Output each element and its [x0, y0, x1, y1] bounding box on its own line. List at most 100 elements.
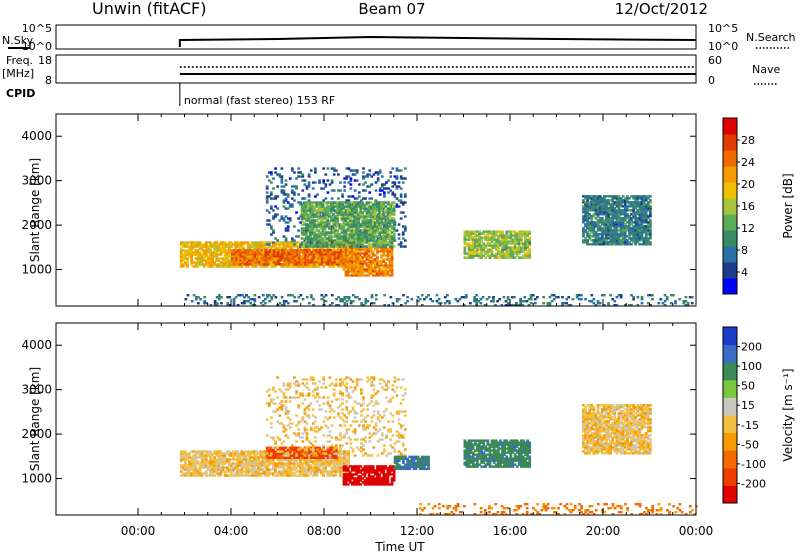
- power-cell: [480, 244, 483, 247]
- power-cell: [636, 233, 640, 236]
- power-cell: [395, 167, 399, 170]
- power-cell: [378, 213, 381, 216]
- power-cell: [350, 233, 354, 236]
- power-cell: [325, 245, 329, 248]
- power-cell: [319, 207, 323, 210]
- power-cell: [634, 207, 638, 210]
- power-cell: [211, 255, 214, 258]
- power-cell: [340, 239, 344, 242]
- power-cell: [463, 246, 467, 249]
- power-cell: [592, 209, 596, 212]
- power-cell: [297, 235, 300, 238]
- power-cell: [609, 199, 612, 202]
- power-cell: [492, 242, 496, 245]
- colorbar-segment: [723, 246, 737, 263]
- power-cell: [332, 229, 335, 232]
- power-cell: [590, 221, 594, 224]
- power-cell: [221, 259, 225, 262]
- power-cell: [501, 248, 504, 251]
- power-cell: [478, 238, 481, 241]
- power-cell: [473, 296, 476, 299]
- power-cell: [313, 223, 316, 226]
- power-cell: [306, 259, 310, 262]
- power-cell: [357, 213, 360, 216]
- power-cell: [357, 237, 360, 240]
- power-cell: [513, 244, 517, 247]
- power-cell: [367, 223, 371, 226]
- velocity-cell: [188, 472, 191, 475]
- power-cell: [242, 243, 246, 246]
- power-cell: [609, 217, 612, 220]
- power-cell: [524, 252, 527, 255]
- power-cell: [582, 195, 585, 198]
- power-cell: [386, 229, 390, 232]
- power-cell: [327, 233, 331, 236]
- power-cell: [297, 263, 301, 266]
- power-cell: [401, 181, 405, 184]
- power-cell: [494, 232, 498, 235]
- power-cell: [387, 187, 390, 190]
- power-cell: [288, 217, 292, 220]
- power-cell: [207, 265, 210, 268]
- power-cell: [366, 239, 370, 242]
- velocity-cell: [219, 452, 223, 455]
- power-cell: [225, 251, 229, 254]
- power-cell: [600, 239, 604, 242]
- power-cell: [509, 234, 513, 237]
- power-cell: [291, 251, 295, 254]
- power-cell: [235, 259, 238, 262]
- power-cell: [615, 223, 619, 226]
- power-cell: [469, 252, 473, 255]
- power-cell: [217, 249, 221, 252]
- power-cell: [337, 263, 341, 266]
- velocity-cell: [213, 452, 217, 455]
- power-cell: [388, 239, 392, 242]
- power-cell: [209, 241, 212, 244]
- power-cell: [340, 235, 344, 238]
- power-frame: [55, 113, 697, 307]
- velocity-cell: [211, 464, 214, 467]
- power-cell: [378, 227, 381, 230]
- power-cell: [588, 237, 592, 240]
- station-title: Unwin (fitACF): [92, 0, 206, 18]
- power-cell: [617, 215, 621, 218]
- power-cell: [215, 302, 219, 305]
- power-cell: [586, 209, 589, 212]
- power-cell: [300, 207, 304, 210]
- power-cell: [376, 217, 379, 220]
- power-cell: [330, 215, 333, 218]
- power-cell: [517, 230, 521, 233]
- power-cell: [322, 179, 326, 182]
- power-cell: [234, 241, 237, 244]
- power-cell: [233, 255, 236, 258]
- power-cell: [376, 215, 379, 218]
- power-cell: [380, 248, 383, 251]
- velocity-cell: [238, 460, 242, 463]
- power-cell: [283, 261, 287, 264]
- power-cell: [304, 237, 308, 240]
- power-cell: [615, 197, 619, 200]
- power-cell: [384, 231, 388, 234]
- power-cell: [196, 251, 200, 254]
- power-cell: [270, 191, 273, 194]
- power-cell: [598, 225, 602, 228]
- power-cell: [613, 195, 617, 198]
- power-cell: [403, 239, 407, 242]
- power-cell: [361, 219, 365, 222]
- power-cell: [293, 243, 296, 246]
- power-cell: [307, 231, 310, 234]
- power-cell: [499, 252, 502, 255]
- power-cell: [346, 246, 350, 249]
- power-cell: [335, 251, 339, 254]
- power-cell: [274, 255, 278, 258]
- power-cell: [330, 235, 333, 238]
- power-cell: [260, 249, 263, 252]
- power-cell: [317, 209, 321, 212]
- power-cell: [592, 227, 596, 230]
- power-cell: [492, 244, 496, 247]
- power-cell: [388, 262, 392, 265]
- power-cell: [384, 233, 388, 236]
- power-cell: [271, 245, 275, 248]
- power-cell: [473, 300, 476, 303]
- power-cell: [355, 243, 359, 246]
